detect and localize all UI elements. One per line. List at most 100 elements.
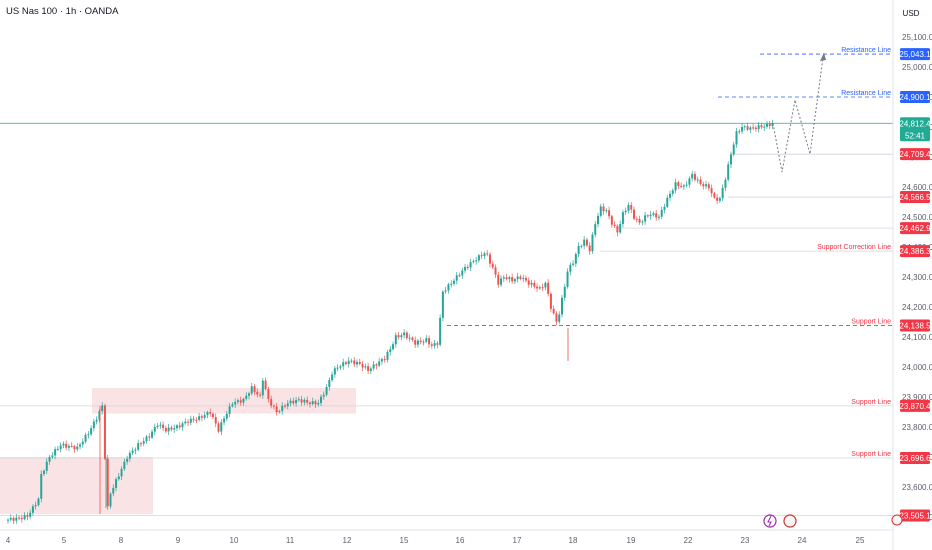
candle-body xyxy=(447,284,450,291)
candle-body xyxy=(106,458,109,507)
candle-body xyxy=(768,123,771,127)
candle-body xyxy=(735,131,738,145)
candle-body xyxy=(682,185,685,187)
candle-body xyxy=(123,461,126,469)
candle-body xyxy=(621,212,624,225)
candle-body xyxy=(164,427,167,432)
candle-body xyxy=(488,254,491,264)
x-tick-label: 23 xyxy=(741,536,750,545)
candle-body xyxy=(43,470,46,474)
candle-body xyxy=(500,278,503,285)
candle-body xyxy=(297,399,300,401)
candle-body xyxy=(342,362,345,367)
candle-body xyxy=(145,436,148,442)
candle-body xyxy=(533,282,536,287)
price-tag xyxy=(900,509,930,522)
candle-body xyxy=(691,174,694,179)
candle-body xyxy=(732,144,735,155)
candle-body xyxy=(184,421,187,424)
candle-body xyxy=(544,282,547,288)
candle-body xyxy=(536,286,539,289)
candle-body xyxy=(270,399,273,406)
candle-body xyxy=(757,125,760,130)
candle-body xyxy=(331,374,334,381)
price-tag-text: 23,696.6 xyxy=(899,454,931,463)
candle-body xyxy=(547,282,550,294)
projection-line xyxy=(772,57,824,173)
candle-body xyxy=(98,411,101,420)
us-flag-icon[interactable] xyxy=(891,514,903,526)
candle-body xyxy=(31,506,34,513)
demand-zone xyxy=(0,457,153,514)
candle-body xyxy=(705,184,708,187)
candles xyxy=(7,119,774,524)
candle-body xyxy=(685,184,688,186)
candle-body xyxy=(361,363,364,368)
candle-body xyxy=(677,182,680,186)
candle-body xyxy=(752,127,755,129)
price-tag xyxy=(900,319,930,332)
x-tick-label: 11 xyxy=(286,536,295,545)
candle-body xyxy=(491,263,494,268)
candle-body xyxy=(76,446,79,450)
candle-body xyxy=(128,452,131,459)
candle-body xyxy=(403,332,406,336)
candle-body xyxy=(428,338,431,345)
candle-body xyxy=(699,179,702,185)
candle-body xyxy=(452,280,455,284)
y-tick-label: 24,100.0 xyxy=(902,333,932,342)
candle-body xyxy=(34,505,37,507)
candle-body xyxy=(574,254,577,264)
candle-body xyxy=(73,446,76,450)
candle-body xyxy=(253,386,256,392)
x-tick-label: 22 xyxy=(684,536,693,545)
candle-body xyxy=(749,127,752,130)
candle-body xyxy=(591,234,594,252)
candle-body xyxy=(90,428,93,435)
y-tick-label: 24,000.0 xyxy=(902,363,932,372)
candle-body xyxy=(660,209,663,217)
candle-body xyxy=(242,398,245,403)
candle-body xyxy=(347,360,350,365)
candle-body xyxy=(541,287,544,289)
y-tick-label: 24,300.0 xyxy=(902,273,932,282)
candle-body xyxy=(599,206,602,216)
candle-body xyxy=(286,403,289,407)
candle-body xyxy=(239,400,242,403)
candle-body xyxy=(530,282,533,285)
candle-body xyxy=(26,515,29,517)
y-tick-label: 24,500.0 xyxy=(902,213,932,222)
candle-body xyxy=(162,424,165,428)
price-tag-text: 24,900.1 xyxy=(899,93,931,102)
candle-body xyxy=(671,190,674,194)
lightning-event-icon[interactable] xyxy=(763,514,777,528)
price-tag xyxy=(900,399,930,412)
candle-body xyxy=(173,428,176,430)
currency-button[interactable]: USD xyxy=(902,9,920,18)
candle-body xyxy=(608,210,611,217)
candle-body xyxy=(289,400,292,404)
price-tag-text: 24,462.9 xyxy=(899,224,931,233)
candle-body xyxy=(616,225,619,233)
candle-body xyxy=(314,401,317,405)
candle-body xyxy=(234,402,237,405)
level-label: Resistance Line xyxy=(841,90,891,97)
candle-body xyxy=(67,445,70,448)
candle-body xyxy=(231,404,234,407)
candle-body xyxy=(649,214,652,217)
candle-body xyxy=(198,416,201,420)
candle-body xyxy=(721,187,724,199)
candle-body xyxy=(209,412,212,414)
candle-body xyxy=(475,260,478,262)
us-flag-event-icon[interactable] xyxy=(783,514,797,528)
candle-body xyxy=(322,394,325,397)
candle-body xyxy=(583,239,586,246)
candle-body xyxy=(62,443,65,446)
candle-body xyxy=(765,123,768,127)
candle-body xyxy=(635,218,638,220)
candle-body xyxy=(458,275,461,277)
y-tick-label: 24,600.0 xyxy=(902,183,932,192)
candle-body xyxy=(92,421,95,429)
candle-body xyxy=(397,335,400,338)
